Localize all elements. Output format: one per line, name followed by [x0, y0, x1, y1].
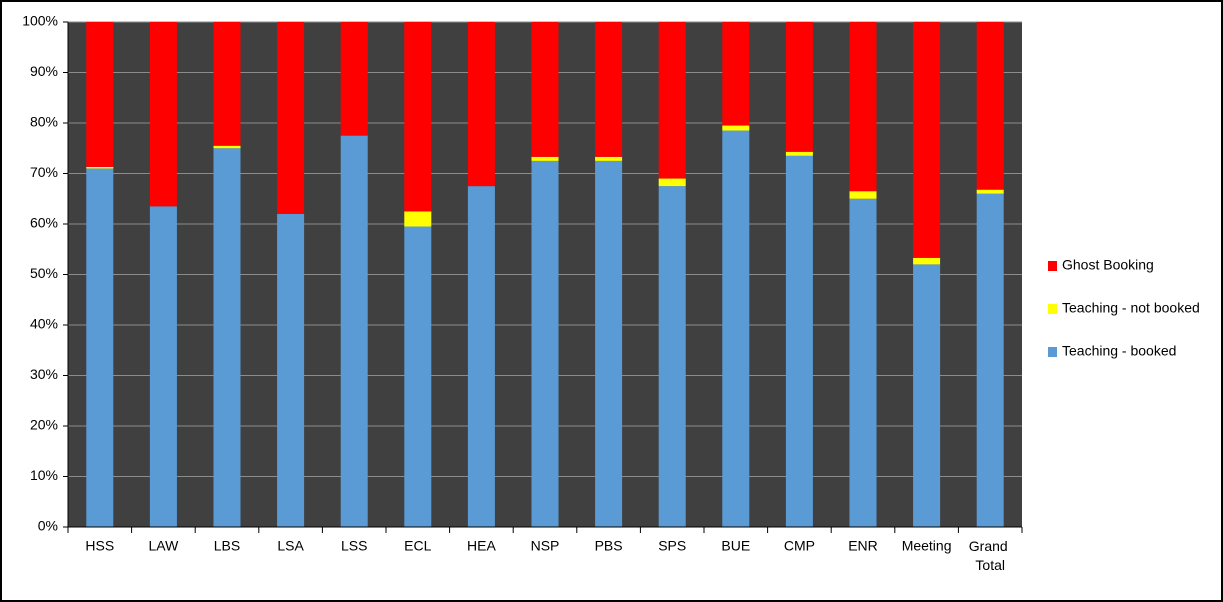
bar-segment — [913, 264, 941, 527]
bar-segment — [340, 22, 368, 136]
bar-segment — [722, 22, 750, 126]
bar-segment — [149, 206, 177, 527]
x-tick-label: LSA — [277, 538, 304, 554]
bar-segment — [213, 148, 241, 527]
y-tick-label: 80% — [30, 114, 58, 130]
bar-segment — [277, 213, 305, 527]
x-tick-label: LBS — [214, 538, 240, 554]
y-tick-label: 40% — [30, 316, 58, 332]
bar-segment — [849, 191, 877, 199]
bar-segment — [277, 22, 305, 214]
y-tick-label: 30% — [30, 366, 58, 382]
x-tick-label: LAW — [148, 538, 179, 554]
x-tick-label: SPS — [658, 538, 686, 554]
y-tick-label: 60% — [30, 215, 58, 231]
bar-segment — [213, 22, 241, 146]
bar-segment — [722, 125, 750, 131]
bar-segment — [785, 155, 813, 527]
bar-segment — [149, 22, 177, 207]
bar-segment — [404, 22, 432, 212]
bar-segment — [213, 145, 241, 149]
bar-segment — [849, 22, 877, 192]
bar-segment — [658, 22, 686, 179]
bar-segment — [86, 22, 114, 167]
x-tick-label: LSS — [341, 538, 367, 554]
y-tick-label: 100% — [22, 13, 58, 29]
bar-segment — [722, 130, 750, 527]
bar-segment — [913, 257, 941, 265]
legend-label: Ghost Booking — [1062, 257, 1154, 273]
bar-segment — [785, 22, 813, 152]
bar-segment — [531, 160, 559, 527]
bar-segment — [785, 151, 813, 156]
x-tick-label: Grand Total — [969, 538, 1012, 573]
legend-label: Teaching - booked — [1062, 343, 1176, 359]
y-tick-label: 70% — [30, 164, 58, 180]
x-tick-label: ECL — [404, 538, 431, 554]
y-tick-label: 0% — [38, 518, 58, 534]
y-tick-label: 10% — [30, 467, 58, 483]
bar-segment — [976, 22, 1004, 190]
bar-segment — [595, 156, 623, 161]
bar-segment — [404, 226, 432, 527]
bar-segment — [595, 160, 623, 527]
x-tick-label: ENR — [848, 538, 878, 554]
x-tick-label: BUE — [721, 538, 750, 554]
bar-segment — [86, 166, 114, 169]
x-tick-label: Meeting — [902, 538, 952, 554]
legend-swatch — [1048, 347, 1057, 357]
bar-segment — [467, 22, 495, 187]
bar-segment — [976, 193, 1004, 527]
bar-segment — [86, 168, 114, 527]
x-tick-label: HEA — [467, 538, 496, 554]
bar-segment — [340, 135, 368, 527]
bar-segment — [595, 22, 623, 157]
bar-segment — [849, 198, 877, 527]
legend-label: Teaching - not booked — [1062, 300, 1200, 316]
x-tick-label: CMP — [784, 538, 815, 554]
bar-segment — [658, 186, 686, 527]
bar-segment — [658, 178, 686, 187]
legend-swatch — [1048, 304, 1057, 314]
y-tick-label: 50% — [30, 265, 58, 281]
x-tick-label: NSP — [531, 538, 560, 554]
bar-segment — [531, 22, 559, 157]
x-tick-label: HSS — [85, 538, 114, 554]
bar-segment — [404, 211, 432, 227]
y-tick-label: 20% — [30, 417, 58, 433]
x-tick-label: PBS — [595, 538, 623, 554]
y-tick-label: 90% — [30, 63, 58, 79]
bar-segment — [531, 156, 559, 161]
bar-segment — [976, 189, 1004, 194]
bar-segment — [467, 186, 495, 527]
bar-segment — [913, 22, 941, 258]
legend-swatch — [1048, 261, 1057, 271]
